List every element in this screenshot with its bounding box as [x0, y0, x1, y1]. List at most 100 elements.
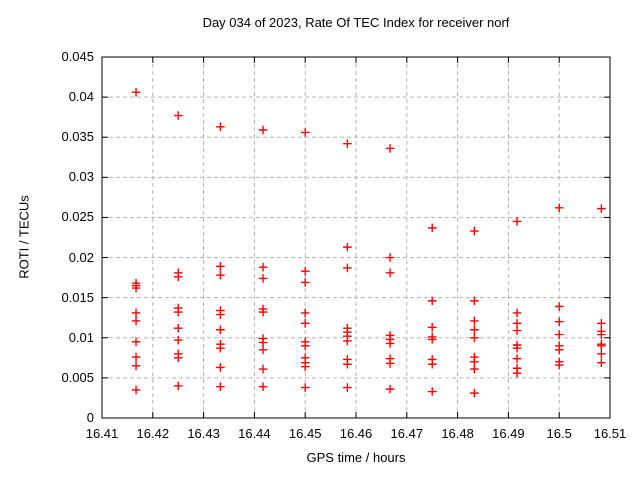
data-point-marker [554, 317, 564, 327]
data-point-marker [597, 319, 606, 328]
data-point-marker [300, 341, 310, 351]
x-tick-label: 16.45 [288, 426, 322, 441]
data-point-marker [131, 352, 141, 362]
data-point-marker [216, 325, 225, 335]
data-point-marker [300, 383, 310, 392]
data-point-marker [216, 262, 225, 271]
data-point-marker [173, 272, 183, 282]
data-point-marker [131, 337, 141, 347]
data-point-marker [597, 341, 606, 351]
data-point-marker [216, 382, 225, 392]
data-point-marker [300, 362, 310, 371]
data-point-marker [427, 296, 437, 306]
y-tick-label: 0.035 [61, 129, 94, 145]
data-point-marker [343, 336, 352, 346]
data-point-marker [131, 385, 141, 395]
y-axis-title: ROTI / TECUs [16, 195, 32, 279]
x-tick-label: 16.49 [492, 426, 525, 441]
x-tick-label: 16.48 [441, 426, 474, 441]
data-point-marker [385, 144, 395, 153]
y-tick-label: 0.01 [68, 329, 94, 345]
data-point-marker [131, 283, 141, 293]
data-point-marker [300, 128, 310, 137]
data-point-marker [343, 139, 352, 148]
y-tick-label: 0.04 [68, 89, 94, 105]
x-tick-label: 16.43 [187, 426, 220, 441]
data-point-marker [216, 363, 225, 372]
data-point-marker [343, 242, 352, 252]
x-tick-label: 16.5 [546, 426, 572, 441]
x-tick-label: 16.51 [593, 426, 627, 441]
x-tick-label: 16.41 [85, 426, 119, 441]
data-point-marker [512, 217, 522, 226]
data-point-marker [173, 323, 183, 333]
data-point-marker [597, 204, 606, 213]
data-point-marker [470, 316, 479, 326]
data-point-marker [173, 381, 183, 391]
data-point-marker [258, 364, 268, 374]
data-point-marker [470, 357, 479, 367]
data-point-marker [216, 122, 225, 132]
data-point-marker [258, 338, 268, 347]
x-tick-label: 16.42 [136, 426, 170, 441]
data-point-marker [258, 307, 268, 317]
data-point-marker [131, 316, 141, 326]
data-point-marker [427, 223, 437, 233]
data-point-marker [470, 364, 479, 374]
data-point-marker [385, 268, 395, 278]
y-tick-label: 0.045 [61, 49, 94, 64]
data-point-marker [131, 308, 141, 318]
y-tick-label: 0.005 [61, 369, 94, 385]
data-point-marker [512, 343, 522, 353]
data-point-marker [173, 307, 183, 317]
y-tick-label: 0.025 [61, 209, 94, 225]
y-tick-label: 0.015 [61, 289, 94, 305]
chart-title: Day 034 of 2023, Rate Of TEC Index for r… [202, 15, 510, 30]
data-point-marker [470, 226, 479, 236]
data-point-marker [300, 319, 310, 328]
data-point-marker [131, 87, 141, 97]
data-point-marker [597, 349, 606, 359]
plot-border [101, 56, 611, 419]
data-point-marker [427, 359, 437, 369]
data-point-marker [512, 326, 522, 335]
data-point-marker [427, 323, 437, 332]
data-point-marker [554, 203, 564, 213]
data-point-marker [427, 335, 437, 344]
data-point-marker [385, 253, 395, 262]
data-point-marker [131, 361, 141, 371]
data-point-marker [385, 339, 395, 348]
data-point-marker [470, 333, 479, 343]
data-point-marker [173, 353, 183, 363]
data-point-marker [216, 310, 225, 319]
x-axis-title: GPS time / hours [306, 450, 406, 465]
data-point-marker [300, 308, 310, 318]
y-tick-label: 0.03 [68, 169, 94, 185]
data-point-marker [554, 345, 564, 355]
data-point-marker [173, 111, 183, 120]
data-point-marker [512, 368, 522, 378]
x-tick-label: 16.47 [390, 426, 424, 441]
x-tick-label: 16.44 [238, 426, 271, 441]
data-point-marker [427, 387, 437, 396]
data-point-marker [597, 330, 606, 339]
data-point-marker [343, 383, 352, 392]
data-point-marker [470, 296, 479, 306]
data-point-marker [258, 382, 268, 392]
data-point-marker [258, 345, 268, 355]
data-point-marker [554, 302, 564, 311]
data-point-marker [300, 278, 310, 287]
data-point-marker [216, 343, 225, 353]
data-point-marker [512, 319, 522, 328]
data-point-marker [173, 335, 183, 345]
data-point-marker [258, 262, 268, 272]
data-point-marker [597, 358, 606, 367]
data-point-marker [343, 263, 352, 273]
data-point-marker [470, 388, 479, 398]
data-point-marker [385, 384, 395, 394]
data-point-marker [385, 359, 395, 368]
data-point-marker [554, 360, 564, 370]
data-point-marker [343, 359, 352, 369]
